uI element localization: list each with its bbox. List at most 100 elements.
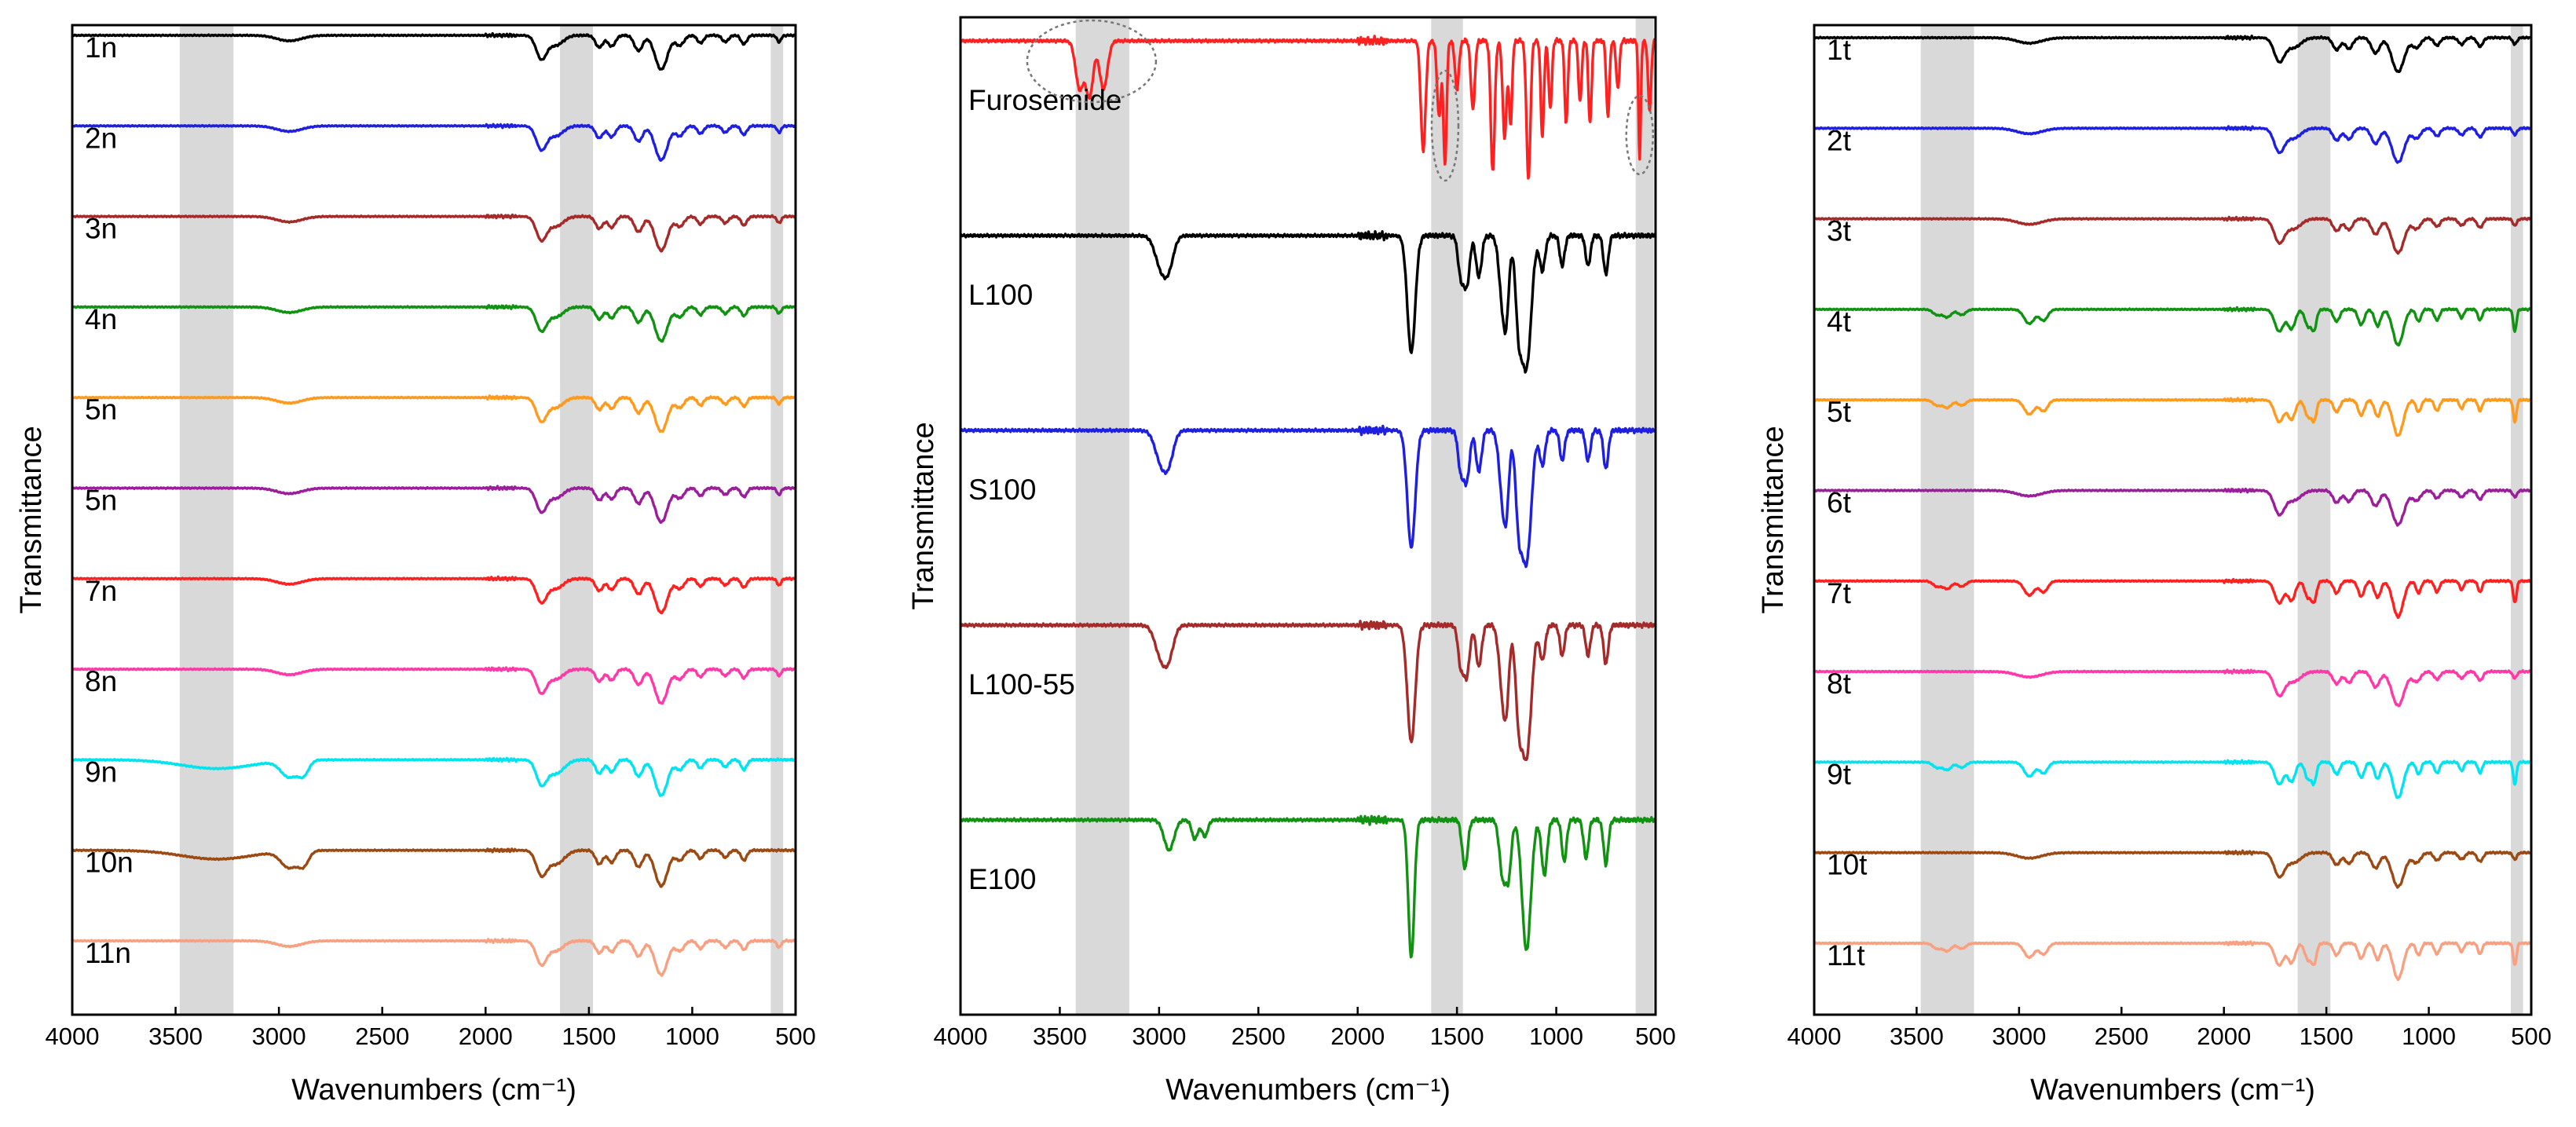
series-label-L100-55: L100-55: [968, 668, 1075, 701]
plot-frame: [959, 16, 1657, 1016]
shaded-band-0: [179, 25, 234, 1015]
x-tick-label: 3000: [1132, 1023, 1186, 1050]
series-line-11t: [1813, 940, 2532, 982]
series-label-1t: 1t: [1827, 34, 1852, 66]
series-label-10n: 10n: [85, 847, 134, 879]
series-line-L100: [959, 230, 1657, 374]
series-label-4n: 4n: [85, 303, 117, 335]
x-tick-label: 3000: [252, 1023, 306, 1050]
series-label-3t: 3t: [1827, 215, 1852, 247]
series-line-2n: [71, 123, 796, 163]
series-label-9t: 9t: [1827, 758, 1852, 790]
shaded-band-1: [560, 25, 594, 1015]
series-label-2t: 2t: [1827, 124, 1852, 156]
series-line-5n: [71, 394, 796, 433]
series-line-L100-55: [959, 620, 1656, 761]
series-label-3n: 3n: [85, 213, 117, 245]
series-line-7t: [1813, 578, 2532, 620]
series-label-8t: 8t: [1827, 668, 1852, 700]
x-tick-label: 1500: [562, 1023, 616, 1050]
series-label-4t: 4t: [1827, 306, 1852, 338]
series-line-1t: [1813, 35, 2532, 73]
x-tick-label: 1000: [665, 1023, 719, 1050]
panel-right: 1t 2t 3t 4t 5t 6t 7t 8t 9t 10t 11t 4000 3500 3000 2500…: [1757, 24, 2552, 1107]
x-tick-label: 2500: [1231, 1023, 1286, 1050]
series-label-11n: 11n: [85, 937, 131, 969]
x-tick-label: 2500: [355, 1023, 409, 1050]
series-line-5t: [1813, 397, 2532, 437]
shaded-band-2: [2510, 25, 2523, 1015]
series-line-7n: [71, 575, 796, 615]
series-label-8n: 8n: [85, 665, 117, 697]
series-label-11t: 11t: [1827, 939, 1865, 971]
series-label-S100: S100: [968, 474, 1036, 506]
series-line-11n: [71, 938, 796, 977]
series-line-9t: [1813, 759, 2532, 800]
series-label-L100: L100: [968, 279, 1033, 311]
plot-frame: [71, 24, 797, 1016]
x-tick-label: 4000: [1787, 1023, 1842, 1050]
series-line-9n: [71, 756, 796, 797]
shaded-band-0: [1920, 25, 1974, 1015]
x-tick-label: 500: [2511, 1023, 2552, 1050]
x-tick-label: 2000: [1330, 1023, 1385, 1050]
highlight-circle: [1625, 94, 1655, 176]
series-line-10n: [71, 847, 796, 888]
x-tick-label: 3000: [1992, 1023, 2046, 1050]
series-label-5n: 5n: [85, 393, 117, 426]
series-label-9n: 9n: [85, 756, 117, 788]
series-line-6t: [1813, 487, 2532, 527]
x-tick-label: 3500: [1890, 1023, 1944, 1050]
series-line-4t: [1813, 306, 2532, 347]
x-tick-label: 3500: [1033, 1023, 1087, 1050]
x-tick-label: 4000: [46, 1023, 100, 1050]
x-tick-label: 3500: [148, 1023, 203, 1050]
series-label-2n: 2n: [85, 122, 117, 154]
series-line-8t: [1813, 668, 2532, 708]
series-line-4n: [71, 304, 796, 343]
shaded-band-2: [770, 25, 784, 1015]
series-line-Furosemide: [959, 35, 1657, 180]
y-axis-title: Transmittance: [1757, 426, 1790, 613]
series-line-1n: [71, 31, 796, 71]
series-label-E100: E100: [968, 863, 1036, 895]
plot-frame: [1813, 24, 2533, 1016]
x-tick-label: 2000: [2197, 1023, 2251, 1050]
x-tick-label: 1000: [2402, 1023, 2456, 1050]
series-label-1n: 1n: [85, 31, 117, 64]
series-label-5t: 5t: [1827, 396, 1852, 428]
y-axis-title: Transmittance: [15, 426, 48, 613]
series-label-6t: 6t: [1827, 487, 1852, 519]
highlight-circle: [1430, 69, 1460, 182]
shaded-band-1: [2297, 25, 2331, 1015]
series-line-3n: [71, 213, 796, 253]
x-tick-label: 2000: [459, 1023, 513, 1050]
series-line-5n: [71, 485, 796, 524]
series-line-8n: [71, 666, 796, 705]
series-label-5n: 5n: [85, 485, 117, 517]
series-label-7t: 7t: [1827, 577, 1852, 609]
y-axis-title: Transmittance: [907, 422, 940, 609]
x-tick-label: 500: [775, 1023, 816, 1050]
x-tick-label: 2500: [2095, 1023, 2149, 1050]
x-tick-label: 1500: [2300, 1023, 2354, 1050]
series-line-E100: [959, 814, 1656, 959]
x-axis-title: Wavenumbers (cm⁻¹): [2030, 1074, 2315, 1107]
x-axis-title: Wavenumbers (cm⁻¹): [291, 1074, 576, 1107]
shaded-band-1: [1431, 17, 1463, 1015]
x-axis-title: Wavenumbers (cm⁻¹): [1165, 1074, 1451, 1107]
series-label-7n: 7n: [85, 575, 117, 607]
highlight-circle: [1026, 19, 1158, 104]
x-tick-label: 1000: [1529, 1023, 1583, 1050]
series-label-10t: 10t: [1827, 849, 1868, 881]
x-tick-label: 4000: [934, 1023, 988, 1050]
shaded-band-0: [1075, 17, 1129, 1015]
panel-left: 1n 2n 3n 4n 5n 5n 7n 8n 9n 10n 11n 4000 3500 3000 2500…: [15, 24, 816, 1107]
shaded-band-2: [1635, 17, 1654, 1015]
series-line-3t: [1813, 215, 2532, 255]
series-line-10t: [1813, 849, 2532, 889]
series-line-S100: [960, 424, 1656, 569]
